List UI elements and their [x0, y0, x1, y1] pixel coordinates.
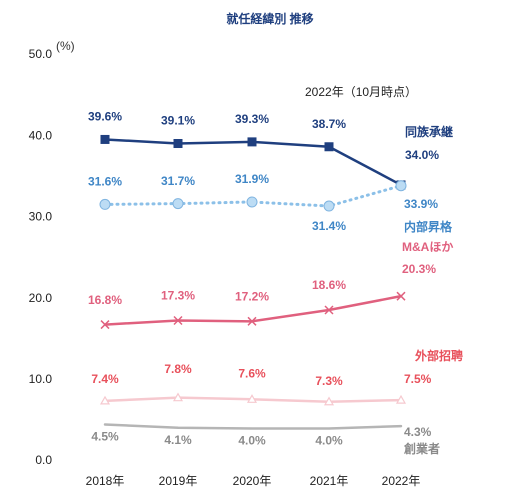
value-label: 4.3% [404, 425, 432, 439]
value-label: 4.0% [315, 434, 343, 448]
value-label: 4.0% [238, 434, 266, 448]
marker [172, 198, 184, 210]
marker [99, 198, 111, 210]
value-label: 31.6% [88, 175, 122, 189]
y-tick-label: 0.0 [35, 453, 52, 467]
value-label: 7.5% [404, 372, 432, 386]
marker [395, 394, 407, 404]
value-label: 33.9% [404, 197, 438, 211]
x-tick-label: 2018年 [86, 474, 125, 488]
y-tick-label: 40.0 [29, 128, 53, 142]
marker [395, 180, 407, 192]
series-name: M&Aほか [402, 240, 453, 254]
x-tick-label: 2021年 [310, 474, 349, 488]
value-label: 4.5% [91, 430, 119, 444]
series-name: 創業者 [403, 441, 440, 456]
marker [324, 305, 334, 315]
y-tick-label: 10.0 [29, 372, 53, 386]
value-label: 16.8% [88, 293, 122, 307]
value-label: 39.3% [235, 112, 269, 126]
marker [247, 137, 257, 147]
value-label: 7.6% [238, 366, 266, 380]
y-tick-label: 50.0 [29, 47, 53, 61]
value-label: 39.6% [88, 110, 122, 124]
marker [400, 425, 402, 428]
series-name: 外部招聘 [415, 348, 463, 363]
marker [104, 423, 106, 426]
value-label: 7.3% [315, 374, 343, 388]
chart-title: 就任経緯別 推移 [226, 11, 313, 26]
marker [173, 139, 183, 149]
value-label: 31.7% [161, 174, 195, 188]
x-tick-label: 2022年 [382, 474, 421, 488]
y-unit: (%) [56, 39, 75, 53]
value-label: 31.9% [235, 172, 269, 186]
marker [323, 396, 335, 406]
marker [246, 196, 258, 208]
marker [246, 394, 258, 403]
x-tick-label: 2019年 [159, 474, 198, 488]
marker [328, 427, 330, 430]
marker [177, 426, 179, 429]
annotation: 2022年（10月時点） [305, 85, 417, 99]
value-label: 39.1% [161, 114, 195, 128]
marker [100, 134, 110, 144]
marker [251, 427, 253, 430]
series-line [103, 184, 403, 208]
value-label: 17.3% [161, 289, 195, 303]
series-line [103, 423, 403, 430]
value-label: 31.4% [312, 219, 346, 233]
value-label: 20.3% [402, 262, 436, 276]
marker [247, 316, 257, 326]
value-label: 18.6% [312, 278, 346, 292]
marker [100, 320, 110, 330]
series-name: 内部昇格 [404, 219, 453, 234]
marker [324, 142, 334, 152]
value-label: 7.8% [164, 362, 192, 376]
series-name: 同族承継 [405, 124, 453, 139]
value-label: 17.2% [235, 290, 269, 304]
value-label: 38.7% [312, 117, 346, 131]
y-tick-label: 20.0 [29, 291, 53, 305]
marker [323, 200, 335, 212]
value-label: 34.0% [405, 148, 439, 162]
marker [172, 392, 184, 402]
marker [99, 395, 111, 405]
marker [173, 315, 183, 326]
marker [396, 291, 406, 301]
x-tick-label: 2020年 [233, 474, 272, 488]
value-label: 7.4% [91, 372, 119, 386]
value-label: 4.1% [164, 433, 192, 447]
y-tick-label: 30.0 [29, 210, 53, 224]
